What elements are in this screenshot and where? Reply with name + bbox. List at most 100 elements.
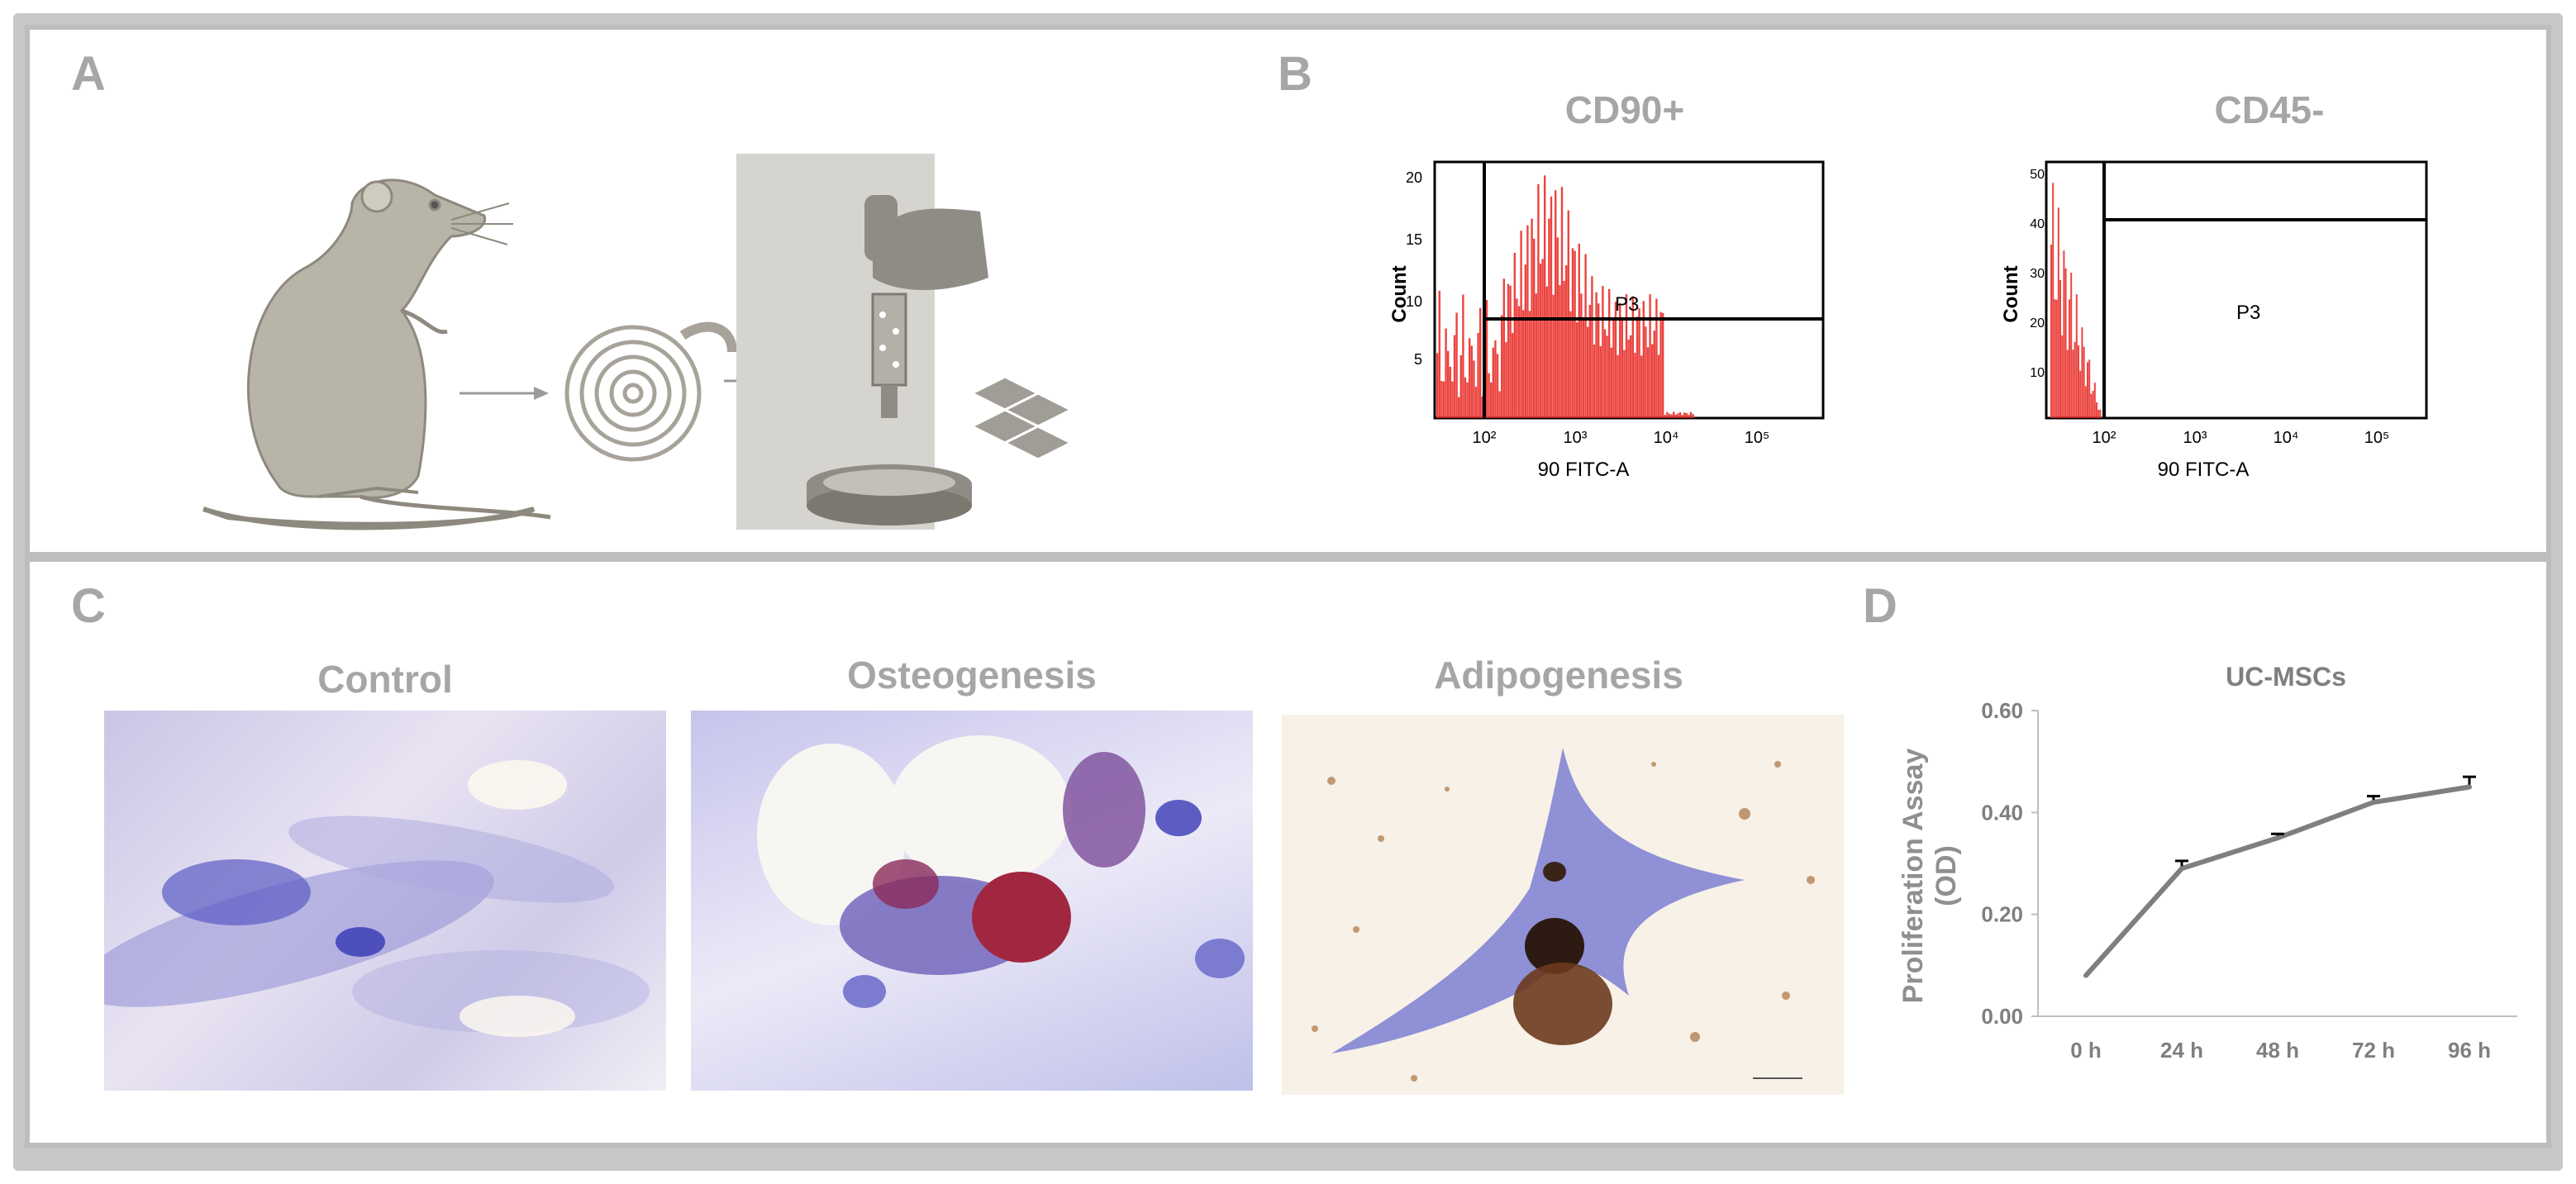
cd45-histogram-bars [2050, 183, 2102, 418]
cd90-bar [1492, 347, 1494, 418]
cd90-bar [1524, 264, 1526, 418]
cd45-bar [2075, 294, 2078, 418]
cd90-bar [1614, 302, 1617, 418]
cd90-bar [1481, 396, 1483, 418]
cd90-bar [1657, 354, 1660, 418]
cd90-bar [1436, 353, 1439, 418]
x-tick-label: 48 h [2256, 1038, 2299, 1063]
cd45-bar [2055, 299, 2058, 418]
cd90-bar [1537, 183, 1540, 418]
osteogenesis-title: Osteogenesis [847, 654, 1097, 697]
cd90-bar [1447, 350, 1450, 418]
cd90-bar [1666, 411, 1669, 418]
cd45-bar [2087, 362, 2088, 418]
cd90-bar [1464, 377, 1467, 418]
series-line [2083, 784, 2470, 977]
panel-c-label: C [71, 579, 106, 633]
cd90-bar [1587, 326, 1589, 418]
cd90-bar [1528, 311, 1531, 418]
isolation-schematic [202, 154, 1074, 530]
cd90-bar [1659, 311, 1662, 418]
cd90-histogram-bars [1436, 175, 1694, 418]
cd90-bar [1550, 196, 1553, 418]
y-tick-label: 0.00 [1981, 1004, 2023, 1029]
cd90-bar [1646, 347, 1650, 418]
cd45-bar [2050, 245, 2052, 418]
cd45-ytick-50: 50 [2030, 168, 2045, 182]
cd45-plot-frame [2045, 160, 2428, 420]
chart-ylabel: Proliferation Assay(OD) [1897, 749, 1962, 1004]
adherent-cells-icon [969, 375, 1074, 461]
cd90-bar [1692, 414, 1694, 418]
cd90-bar [1631, 296, 1634, 418]
cd45-bar [2093, 383, 2096, 418]
cd90-bar [1533, 238, 1536, 418]
cd90-bar [1563, 280, 1565, 418]
cd90-ytick-20: 20 [1406, 169, 1422, 186]
cd45-xtick-2: 10³ [2183, 429, 2207, 447]
panel-b-label: B [1278, 47, 1312, 101]
cd90-bar [1685, 412, 1688, 418]
cd90-bar [1473, 360, 1475, 418]
cd90-bar [1599, 346, 1602, 418]
osteogenesis-micrograph [691, 711, 1253, 1091]
cd90-bar [1621, 320, 1623, 418]
cd90-bar [1668, 413, 1671, 418]
data-point [2083, 972, 2088, 978]
cd90-bar [1681, 415, 1683, 418]
cd90-bar [1470, 345, 1473, 418]
cd90-bar [1619, 302, 1621, 418]
cd45-bar [2099, 409, 2102, 418]
cd90-bar [1458, 397, 1460, 418]
cd90-bar [1494, 340, 1497, 418]
chart-axes: 0.00 0.20 0.40 0.60 0 h 24 h 48 h 72 h 96 h [1981, 698, 2517, 1063]
cd90-bar [1541, 259, 1544, 418]
cd90-bar [1455, 312, 1458, 418]
cd90-bar [1612, 319, 1615, 418]
cd90-bar [1571, 248, 1574, 418]
cd45-bar [2079, 370, 2082, 418]
cd90-bar [1466, 382, 1469, 418]
data-point [2371, 800, 2376, 805]
cd90-xtick-2: 10³ [1564, 429, 1588, 447]
cd90-bar [1569, 311, 1572, 418]
cd45-xtick-3: 10⁴ [2274, 429, 2299, 447]
chart-marks [2083, 775, 2476, 978]
adipogenesis-micrograph [1282, 715, 1844, 1095]
cd90-xtick-4: 10⁵ [1745, 429, 1770, 447]
cd90-bar [1584, 254, 1587, 418]
control-micrograph [104, 711, 666, 1091]
cd90-bar [1559, 285, 1561, 418]
x-tick-label: 24 h [2160, 1038, 2203, 1063]
cd90-bar [1442, 381, 1445, 418]
cd90-bar [1517, 306, 1521, 418]
cd90-bar [1595, 292, 1598, 418]
cd45-bar [2066, 349, 2069, 418]
cd90-bar [1689, 411, 1693, 418]
cd45-xlabel: 90 FITC-A [2158, 459, 2250, 481]
cd90-bar [1502, 278, 1505, 418]
cd90-bar [1625, 294, 1628, 418]
x-tick-label: 0 h [2070, 1038, 2102, 1063]
umbilical-cord-tissue [564, 321, 737, 462]
cd90-bar [1662, 312, 1664, 418]
cd90-bar [1438, 290, 1440, 418]
cd45-xtick-4: 10⁵ [2364, 429, 2390, 447]
cd90-xlabel: 90 FITC-A [1538, 459, 1630, 481]
cd90-bar [1645, 326, 1647, 418]
cd45-bar [2090, 393, 2093, 418]
cd90-bar [1552, 294, 1555, 418]
cd45-bar [2096, 402, 2097, 418]
cd90-bar [1623, 349, 1626, 418]
cd90-bar [1490, 382, 1493, 418]
cd90-bar [1545, 286, 1548, 418]
cd90-bar [1634, 352, 1636, 418]
cd45-bar [2088, 359, 2091, 418]
cd45-ylabel: Count [2000, 265, 2022, 322]
cd90-bar [1513, 252, 1516, 418]
cd90-bar [1580, 293, 1583, 418]
cd45-bar [2061, 335, 2064, 418]
cd45-bar [2052, 183, 2055, 418]
cd90-bar [1498, 391, 1501, 418]
cd90-bar [1507, 283, 1510, 418]
